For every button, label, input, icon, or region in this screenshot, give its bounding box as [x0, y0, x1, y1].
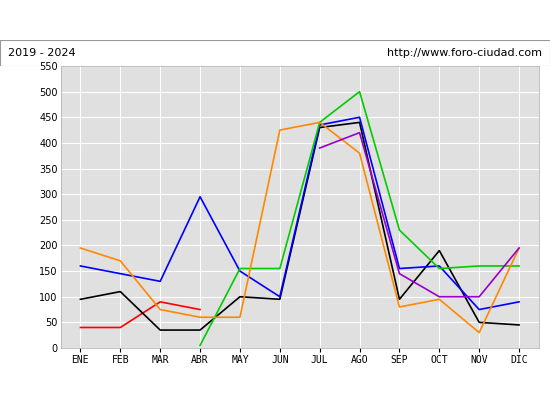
- Text: 2019 - 2024: 2019 - 2024: [8, 48, 76, 58]
- Text: Evolucion Nº Turistas Nacionales en el municipio de Peñascosa: Evolucion Nº Turistas Nacionales en el m…: [78, 14, 472, 26]
- Text: http://www.foro-ciudad.com: http://www.foro-ciudad.com: [387, 48, 542, 58]
